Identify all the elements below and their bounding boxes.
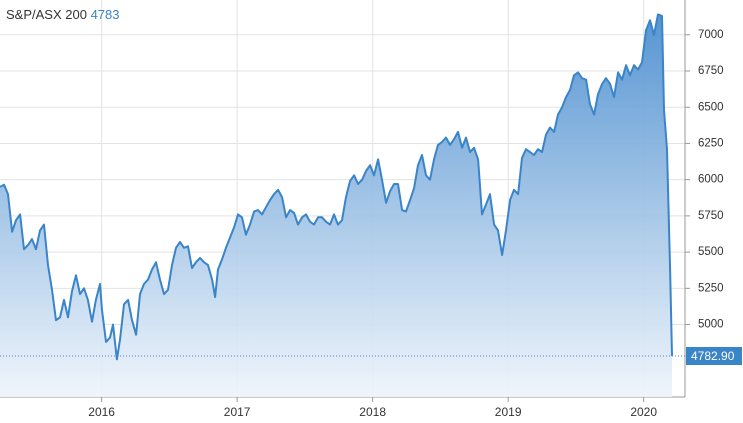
- x-tick-label: 2019: [495, 405, 522, 419]
- y-tick-label: 6500: [698, 101, 724, 113]
- labels: 5000 5250 5500 5750 6000 6250 6500 6750 7000 2016…: [88, 29, 742, 419]
- marks: [0, 13, 685, 397]
- y-tick-label: 6750: [698, 65, 724, 77]
- last-value-box: [686, 347, 742, 366]
- x-tick-label: 2017: [224, 405, 251, 419]
- line: [0, 13, 673, 361]
- area-fill: [0, 14, 672, 397]
- y-tick-label: 5750: [698, 210, 724, 222]
- headline-value: 4783: [91, 7, 120, 22]
- x-tick-label: 2016: [88, 405, 115, 419]
- y-tick-label: 7000: [698, 29, 724, 41]
- y-tick-label: 5250: [698, 282, 724, 294]
- chart-title: S&P/ASX 200 4783: [6, 7, 120, 22]
- title: S&P/ASX 200: [6, 7, 87, 22]
- y-tick-label: 6250: [698, 137, 724, 149]
- x-tick-label: 2020: [630, 405, 657, 419]
- x-tick-label: 2018: [359, 405, 386, 419]
- last-value-label: 4782.90: [691, 349, 735, 363]
- y-tick-label: 5000: [698, 319, 724, 331]
- y-tick-label: 5500: [698, 246, 724, 258]
- y-tick-label: 6000: [698, 174, 724, 186]
